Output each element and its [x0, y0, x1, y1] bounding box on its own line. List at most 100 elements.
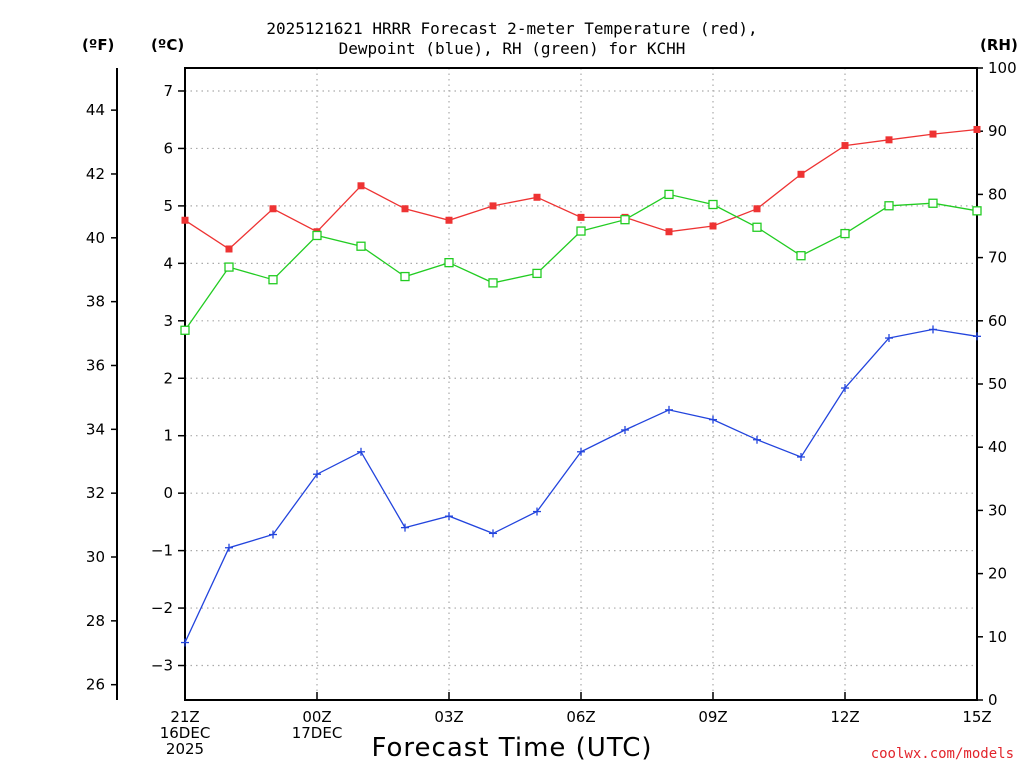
celsius-tick-label: −3 — [151, 657, 173, 675]
rh-tick-label: 10 — [988, 628, 1007, 646]
temperature-point — [357, 182, 365, 190]
x-tick-label: 12Z — [830, 708, 859, 726]
fahrenheit-tick-label: 26 — [86, 676, 105, 694]
fahrenheit-tick-label: 38 — [86, 293, 105, 311]
chart-title-line-2: Dewpoint (blue), RH (green) for KCHH — [338, 39, 686, 58]
rh-tick-label: 80 — [988, 185, 1007, 203]
temperature-point — [225, 245, 233, 253]
rh-tick-label: 30 — [988, 501, 1007, 519]
rh-point — [620, 215, 630, 225]
rh-point — [444, 258, 454, 268]
dewpoint-point — [885, 334, 893, 343]
fahrenheit-tick-label: 32 — [86, 484, 105, 502]
temperature-point — [577, 213, 585, 221]
rh-point — [708, 199, 718, 210]
rh-point — [356, 241, 366, 251]
rh-point — [752, 222, 762, 232]
rh-point — [312, 230, 322, 241]
temperature-point — [401, 205, 409, 213]
fahrenheit-tick-label: 42 — [86, 165, 105, 183]
rh-point — [840, 228, 850, 239]
dewpoint-point — [269, 530, 277, 539]
dewpoint-point — [445, 512, 453, 521]
celsius-tick-label: −1 — [151, 542, 173, 560]
x-tick-label: 00Z — [302, 708, 331, 726]
x-tick-label: 16DEC — [160, 724, 211, 742]
fahrenheit-tick-label: 28 — [86, 612, 105, 630]
x-tick-label: 21Z — [170, 708, 199, 726]
temperature-point — [929, 130, 937, 138]
fahrenheit-tick-label: 34 — [86, 420, 105, 438]
rh-tick-label: 20 — [988, 565, 1007, 583]
temperature-point — [489, 202, 497, 210]
chart-title-line-1: 2025121621 HRRR Forecast 2-meter Tempera… — [266, 19, 758, 38]
x-axis-title: Forecast Time (UTC) — [371, 733, 653, 763]
rh-point — [928, 198, 938, 208]
celsius-tick-label: 4 — [163, 254, 173, 272]
rh-point — [400, 271, 410, 282]
rh-tick-label: 0 — [988, 691, 998, 709]
x-tick-label: 06Z — [566, 708, 595, 726]
rh-tick-label: 50 — [988, 375, 1007, 393]
x-tick-label: 2025 — [166, 740, 204, 758]
fahrenheit-tick-label: 40 — [86, 229, 105, 247]
dewpoint-point — [357, 447, 365, 456]
temperature-point — [445, 216, 453, 224]
rh-tick-label: 70 — [988, 249, 1007, 267]
temperature-point — [533, 193, 541, 201]
celsius-tick-label: 3 — [163, 312, 173, 330]
celsius-tick-label: 6 — [163, 139, 173, 157]
rh-point — [268, 275, 278, 285]
temperature-point — [665, 228, 673, 236]
x-tick-label: 17DEC — [292, 724, 343, 742]
celsius-tick-label: 7 — [163, 82, 173, 100]
dewpoint-point — [841, 384, 849, 393]
dewpoint-point — [577, 447, 585, 456]
rh-point — [972, 206, 982, 216]
x-tick-label: 03Z — [434, 708, 463, 726]
dewpoint-point — [665, 405, 673, 414]
dewpoint-point — [929, 325, 937, 334]
dewpoint-point — [225, 543, 233, 552]
rh-tick-label: 100 — [988, 59, 1017, 77]
dewpoint-point — [753, 435, 761, 444]
celsius-tick-label: 0 — [163, 484, 173, 502]
temperature-point — [753, 205, 761, 213]
rh-point — [180, 325, 190, 335]
dewpoint-point — [973, 332, 981, 341]
fahrenheit-tick-label: 44 — [86, 101, 105, 119]
celsius-tick-label: 1 — [163, 427, 173, 445]
x-tick-label: 15Z — [962, 708, 991, 726]
temperature-point — [269, 205, 277, 213]
rh-tick-label: 60 — [988, 312, 1007, 330]
rh-point — [576, 226, 586, 236]
rh-point — [488, 278, 498, 288]
dewpoint-point — [313, 470, 321, 479]
temperature-point — [797, 170, 805, 178]
fahrenheit-tick-label: 30 — [86, 548, 105, 566]
celsius-tick-label: 5 — [163, 197, 173, 215]
rh-point — [224, 262, 234, 272]
rh-point — [884, 201, 894, 211]
celsius-tick-label: −2 — [151, 599, 173, 617]
celsius-tick-label: 2 — [163, 369, 173, 387]
rh-point — [796, 251, 806, 261]
temperature-point — [841, 142, 849, 150]
x-tick-label: 09Z — [698, 708, 727, 726]
fahrenheit-tick-label: 36 — [86, 356, 105, 374]
dewpoint-point — [797, 452, 805, 461]
temperature-point — [181, 216, 189, 224]
dewpoint-point — [709, 415, 717, 424]
dewpoint-point — [533, 507, 541, 516]
temperature-point — [973, 125, 981, 133]
dewpoint-point — [401, 523, 409, 532]
temperature-point — [709, 222, 717, 230]
dewpoint-point — [181, 638, 189, 647]
site-credit: coolwx.com/models — [870, 746, 1014, 762]
celsius-axis-unit: (ºC) — [151, 36, 185, 54]
rh-point — [664, 189, 674, 200]
fahrenheit-axis-unit: (ºF) — [82, 36, 115, 54]
rh-point — [532, 268, 542, 279]
rh-tick-label: 40 — [988, 438, 1007, 456]
